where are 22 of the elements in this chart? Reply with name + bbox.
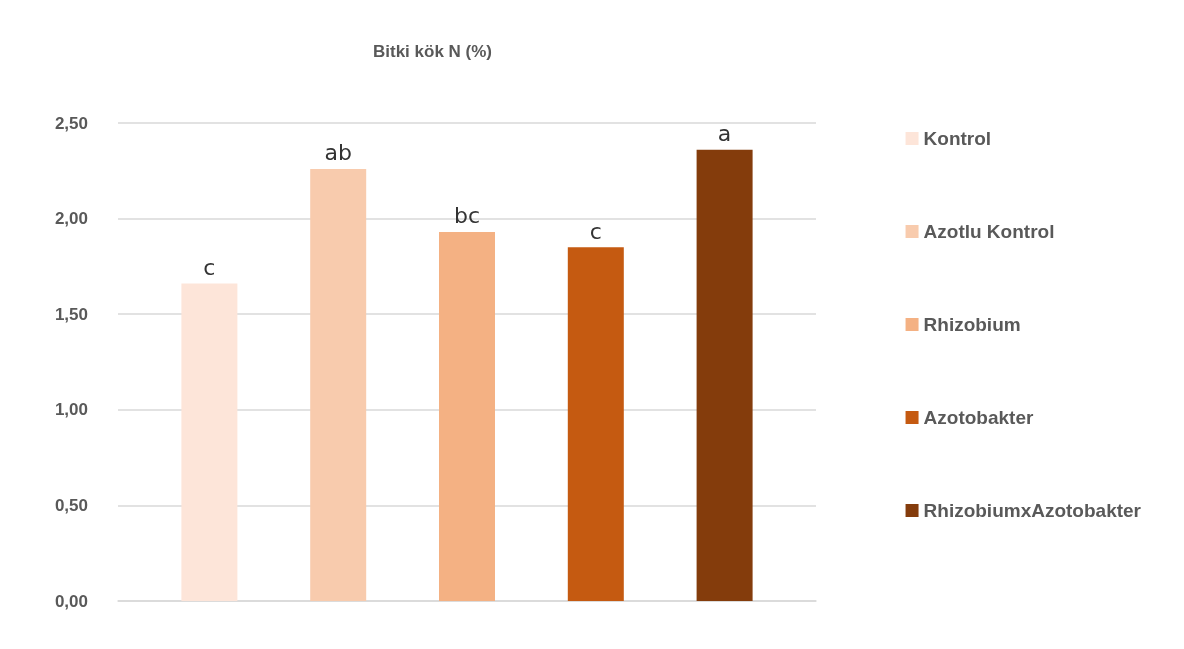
y-tick-label: 2,50 <box>54 113 88 133</box>
legend-label: RhizobiumxAzotobakter <box>923 500 1142 521</box>
legend-label: Kontrol <box>923 128 992 149</box>
y-tick-label: 0,50 <box>54 495 88 515</box>
y-tick-label: 2,00 <box>54 209 88 229</box>
data-label: a <box>717 121 732 147</box>
y-tick-label: 1,50 <box>54 304 88 324</box>
legend-label: Azotobakter <box>923 407 1034 428</box>
legend-label: Azotlu Kontrol <box>923 221 1055 242</box>
data-label: c <box>589 218 602 244</box>
y-tick-label: 0,00 <box>54 591 88 611</box>
data-label: bc <box>453 203 481 229</box>
bar <box>181 283 238 601</box>
chart-title: Bitki kök N (%) <box>373 42 493 61</box>
bar <box>567 247 624 601</box>
data-label: c <box>203 255 216 281</box>
legend-label: Rhizobium <box>923 314 1021 335</box>
bar <box>439 231 495 601</box>
bar <box>696 149 753 601</box>
data-label: ab <box>324 140 352 166</box>
bar <box>310 168 367 601</box>
y-tick-label: 1,00 <box>54 400 88 420</box>
